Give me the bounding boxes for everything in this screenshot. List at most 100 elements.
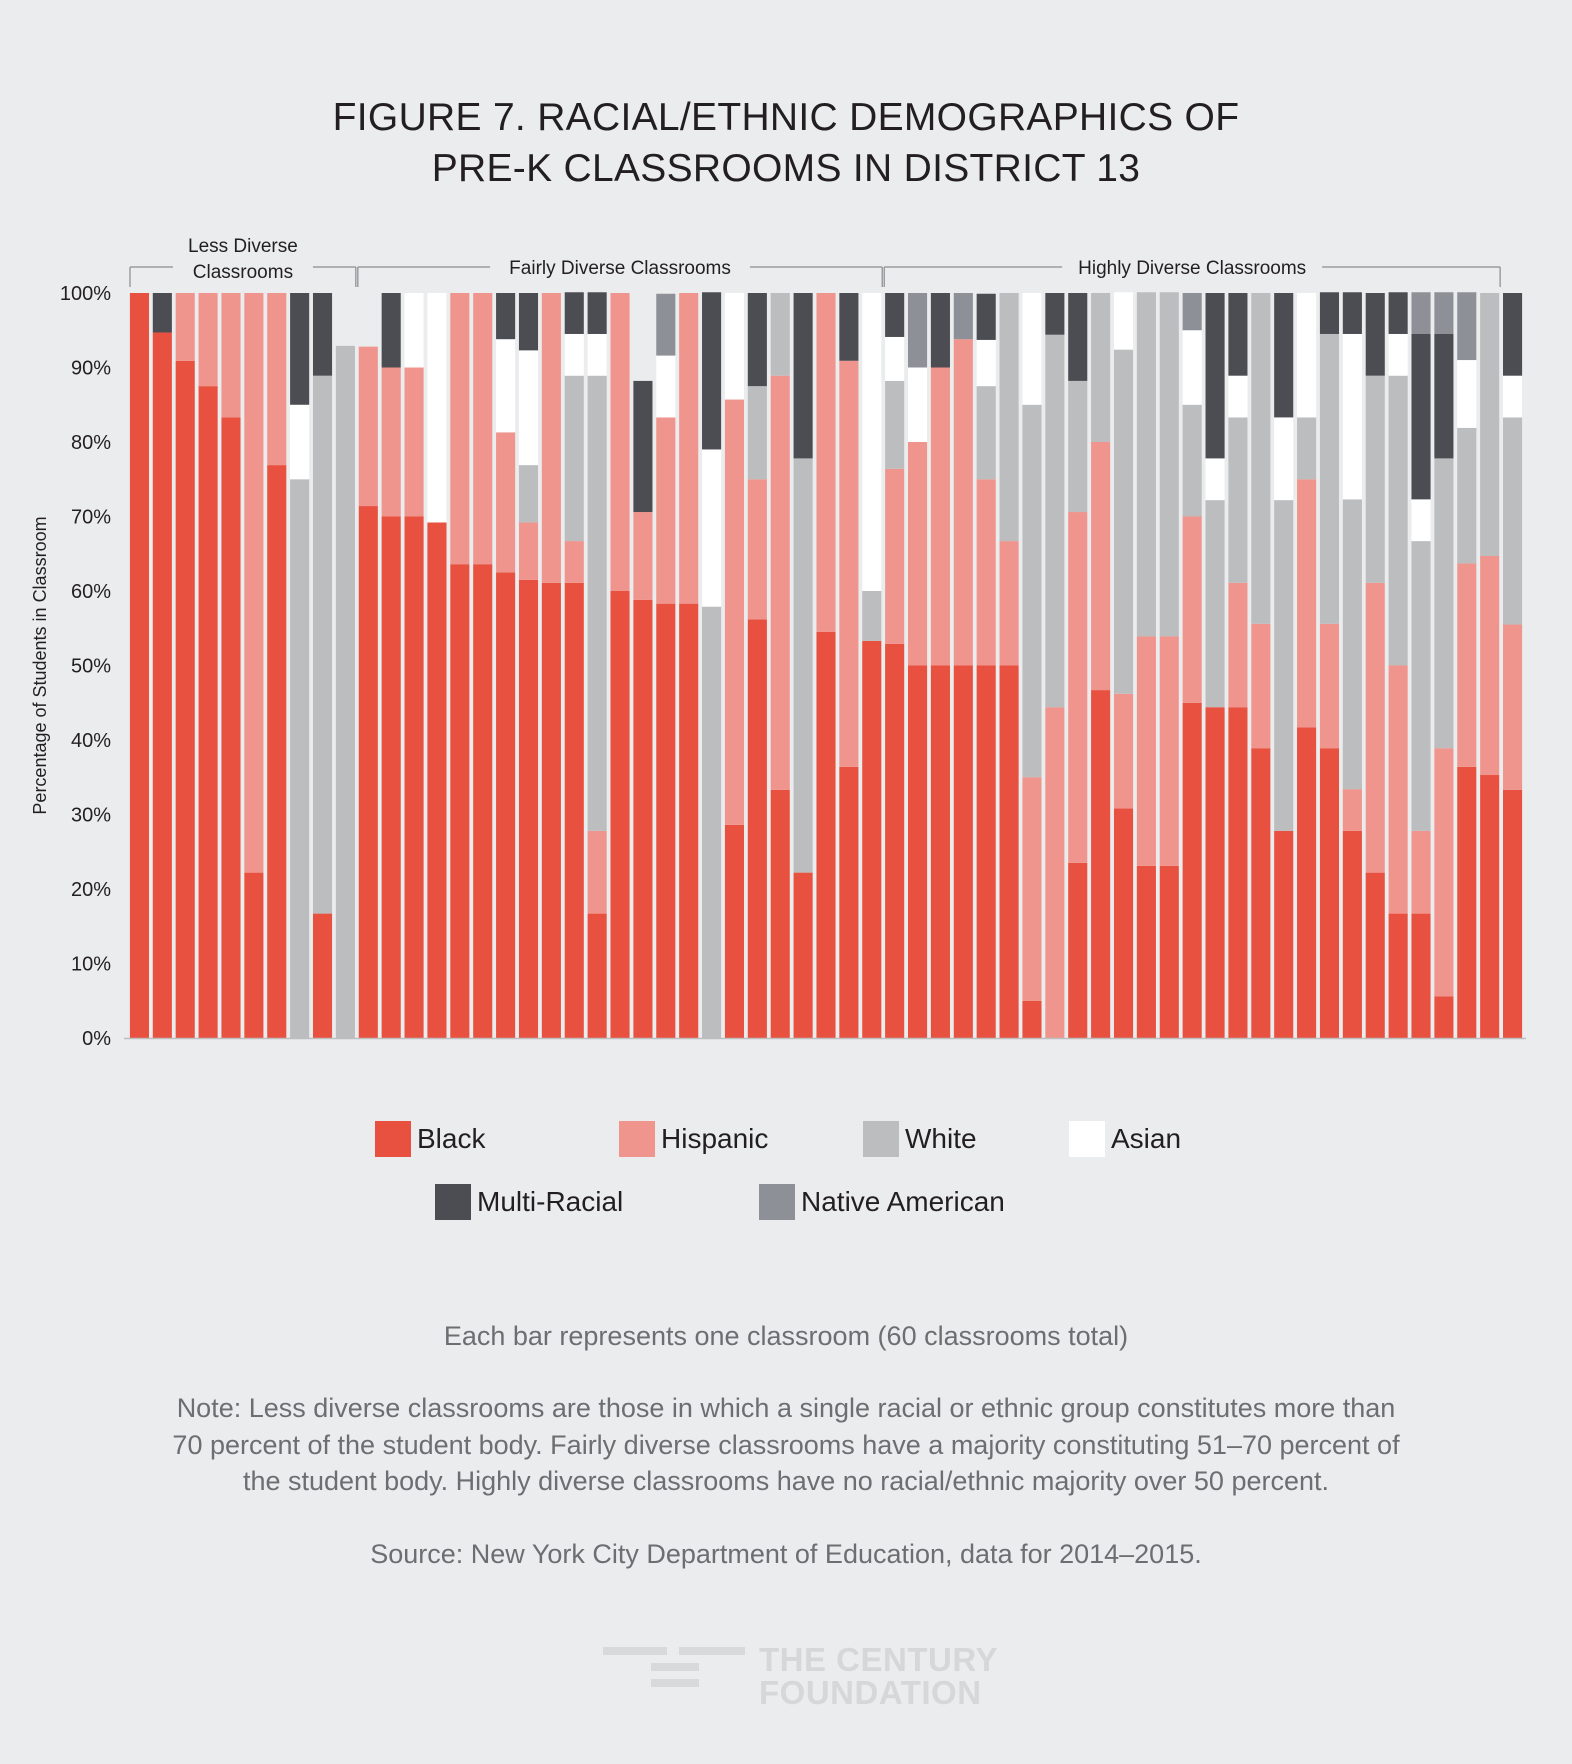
- bar-segment-multi-racial: [290, 293, 310, 405]
- bar-segment-hispanic: [976, 479, 996, 666]
- bar-segment-white: [1182, 404, 1202, 517]
- bar-segment-white: [335, 345, 355, 1038]
- bar-segment-hispanic: [1297, 479, 1317, 728]
- bar-segment-asian: [1342, 333, 1362, 500]
- bar-segment-hispanic: [679, 293, 699, 604]
- bar-segment-multi-racial: [312, 293, 333, 376]
- bar-segment-multi-racial: [587, 292, 607, 334]
- bar-segment-black: [175, 360, 195, 1038]
- bar-segment-asian: [1411, 499, 1431, 542]
- bar-segment-hispanic: [633, 512, 653, 600]
- bar-segment-native-american: [656, 293, 676, 356]
- bar-segment-black: [1411, 913, 1431, 1038]
- bar-segment-white: [1159, 292, 1179, 637]
- bar-segment-black: [244, 872, 264, 1038]
- y-tick-label: 80%: [71, 432, 111, 454]
- bar-segment-native-american: [1411, 292, 1431, 334]
- bar-segment-black: [427, 522, 447, 1038]
- bar-segment-black: [1022, 1000, 1042, 1038]
- bar-segment-hispanic: [1159, 636, 1179, 866]
- y-tick-label: 60%: [71, 581, 111, 603]
- bar-segment-white: [1365, 375, 1385, 583]
- bar-segment-hispanic: [381, 367, 401, 517]
- bar-segment-asian: [908, 367, 928, 442]
- bar-segment-hispanic: [839, 360, 859, 767]
- bar-segment-hispanic: [1022, 777, 1042, 1001]
- bar-segment-white: [1503, 417, 1523, 625]
- y-tick-label: 90%: [71, 358, 111, 380]
- bar-segment-white: [976, 386, 996, 480]
- bar-segment-black: [1388, 913, 1408, 1038]
- y-tick-label: 70%: [71, 507, 111, 529]
- logo-mark-icon: [603, 1643, 745, 1689]
- bar-segment-asian: [587, 333, 607, 376]
- bar-segment-hispanic: [1228, 582, 1248, 708]
- bar-segment-black: [976, 665, 996, 1038]
- bar-segment-hispanic: [1388, 665, 1408, 914]
- bar-segment-white: [587, 375, 607, 831]
- bar-segment-black: [724, 824, 745, 1038]
- bar-segment-black: [381, 516, 401, 1038]
- bar-segment-hispanic: [267, 293, 287, 466]
- y-tick-label: 100%: [60, 283, 111, 305]
- bar-segment-hispanic: [1136, 636, 1156, 866]
- bar-segment-native-american: [1457, 292, 1477, 361]
- bar-segment-black: [1091, 690, 1111, 1038]
- bar-segment-black: [930, 665, 950, 1038]
- bar-segment-asian: [1022, 293, 1042, 405]
- bar-segment-asian: [702, 449, 722, 607]
- bar-segment-black: [496, 572, 516, 1039]
- chart-title-line-2: PRE-K CLASSROOMS IN DISTRICT 13: [431, 147, 1141, 191]
- bar-segment-multi-racial: [702, 292, 722, 450]
- bar-segment-black: [1297, 727, 1317, 1038]
- bar-segment-black: [450, 564, 470, 1038]
- bar-segment-black: [953, 665, 973, 1038]
- bar-segment-black: [267, 465, 287, 1039]
- bar-segment-hispanic: [770, 375, 790, 790]
- bar-segment-white: [1022, 404, 1042, 778]
- bar-segment-hispanic: [450, 293, 470, 565]
- bar-segment-white: [290, 479, 310, 1038]
- bar-segment-asian: [404, 293, 424, 368]
- logo-text: THE CENTURY FOUNDATION: [759, 1643, 998, 1709]
- bar-segment-hispanic: [587, 830, 607, 914]
- bar-segment-hispanic: [999, 541, 1019, 666]
- bar-segment-multi-racial: [564, 292, 584, 334]
- bar-segment-hispanic: [1113, 693, 1134, 809]
- bar-segment-white: [1411, 541, 1431, 831]
- bar-segment-multi-racial: [1388, 292, 1408, 334]
- bar-segment-white: [1228, 417, 1248, 583]
- bar-segment-multi-racial: [1319, 292, 1340, 334]
- group-label: Fairly Diverse Classrooms: [509, 258, 731, 279]
- bar-segment-black: [908, 665, 928, 1038]
- bar-segment-white: [1205, 500, 1225, 708]
- caption: Each bar represents one classroom (60 cl…: [443, 1321, 1129, 1351]
- bar-segment-hispanic: [724, 399, 745, 825]
- bar-segment-black: [564, 582, 584, 1038]
- bar-segment-hispanic: [816, 293, 836, 632]
- bar-segment-multi-racial: [885, 293, 905, 337]
- y-tick-label: 50%: [71, 656, 111, 678]
- bar-segment-black: [587, 913, 607, 1038]
- bar-segment-hispanic: [1411, 830, 1431, 914]
- bar-segment-white: [312, 375, 333, 914]
- y-tick-label: 30%: [71, 805, 111, 827]
- group-label: Highly Diverse Classrooms: [1078, 258, 1306, 279]
- bar-segment-asian: [1182, 330, 1202, 405]
- group-label: Classrooms: [193, 262, 293, 283]
- bar-segment-multi-racial: [1228, 293, 1248, 376]
- bar-segment-white: [1091, 293, 1111, 442]
- bar-segment-white: [1113, 349, 1134, 694]
- bar-segment-hispanic: [496, 432, 516, 573]
- bar-segment-white: [1045, 334, 1065, 708]
- bar-segment-asian: [518, 350, 539, 466]
- source-text: Source: New York City Department of Educ…: [370, 1538, 1202, 1569]
- notes: Each bar represents one classroom (60 cl…: [0, 1318, 1572, 1572]
- y-axis-label: Percentage of Students in Classroom: [30, 516, 50, 814]
- bar-segment-multi-racial: [518, 293, 539, 351]
- bar-segment-black: [129, 293, 149, 1038]
- bar-segment-black: [999, 665, 1019, 1038]
- bar-segment-black: [1251, 748, 1271, 1038]
- bar-segment-hispanic: [175, 293, 195, 361]
- bar-segment-white: [702, 606, 722, 1038]
